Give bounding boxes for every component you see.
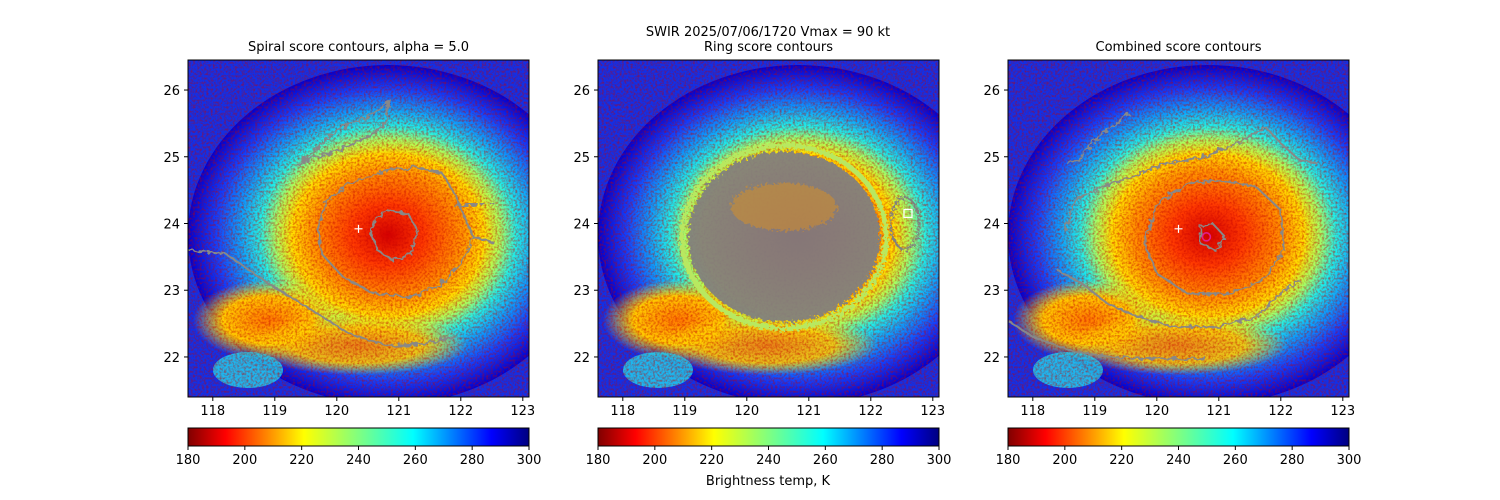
ring-contour-edge [679, 142, 889, 331]
colorbar-tick-label: 240 [346, 453, 371, 468]
center-square-marker [903, 208, 913, 219]
ring-inner-texture [731, 183, 837, 231]
x-tick-label: 123 [920, 404, 945, 419]
y-tick-label: 22 [163, 351, 180, 366]
panel-title: Ring score contours [704, 40, 833, 55]
y-tick-label: 23 [163, 284, 180, 299]
score-contour [1143, 179, 1285, 295]
colorbar-tick-label: 180 [586, 453, 611, 468]
colorbar-tick-label: 280 [870, 453, 895, 468]
x-tick-label: 122 [1268, 404, 1293, 419]
colorbar-tick-label: 240 [756, 453, 781, 468]
brightness-image [188, 60, 529, 397]
x-tick-label: 118 [1020, 404, 1045, 419]
x-tick-label: 120 [1144, 404, 1169, 419]
colorbar [187, 427, 530, 447]
axes-frame [1007, 59, 1350, 398]
score-contour [454, 202, 495, 208]
colorbar-tick-label: 200 [1052, 453, 1077, 468]
x-tick-label: 120 [324, 404, 349, 419]
combined-center-marker [1201, 232, 1212, 242]
score-contour [295, 99, 392, 168]
y-tick-label: 24 [983, 217, 1000, 232]
colorbar-tick-label: 180 [176, 453, 201, 468]
panel-2: Ring score contours 118 119 120 121 122 123 22 2… [573, 40, 952, 468]
y-tick-label: 22 [573, 351, 590, 366]
colorbar-tick-label: 200 [232, 453, 257, 468]
axes-frame [597, 59, 940, 398]
colorbar-tick-label: 240 [1166, 453, 1191, 468]
x-tick-label: 119 [672, 404, 697, 419]
colorbar-tick-label: 220 [289, 453, 314, 468]
colorbar-tick-label: 260 [1223, 453, 1248, 468]
brightness-image [598, 60, 939, 397]
ring-contour-blob [687, 151, 881, 323]
x-tick-label: 120 [734, 404, 759, 419]
colorbar-tick-label: 220 [699, 453, 724, 468]
ring-contour-east [889, 196, 920, 251]
colorbar [597, 427, 940, 447]
colorbar-label: Brightness temp, K [706, 474, 831, 489]
colorbar-tick-label: 260 [813, 453, 838, 468]
figure-suptitle: SWIR 2025/07/06/1720 Vmax = 90 kt [646, 25, 890, 40]
y-tick-label: 25 [573, 151, 590, 166]
center-plus-marker [354, 224, 363, 233]
colorbar-tick-label: 200 [642, 453, 667, 468]
score-contour [369, 209, 419, 262]
y-tick-label: 26 [163, 84, 180, 99]
x-tick-label: 123 [510, 404, 535, 419]
y-tick-label: 25 [163, 151, 180, 166]
y-tick-label: 23 [573, 284, 590, 299]
score-contour [1057, 269, 1300, 328]
colorbar-tick-label: 260 [403, 453, 428, 468]
x-tick-label: 118 [610, 404, 635, 419]
y-tick-label: 23 [983, 284, 1000, 299]
colorbar-tick-label: 180 [996, 453, 1021, 468]
score-contour [317, 165, 496, 298]
x-tick-label: 119 [262, 404, 287, 419]
y-tick-label: 24 [163, 217, 180, 232]
y-tick-label: 24 [573, 217, 590, 232]
panel-title: Combined score contours [1096, 40, 1262, 55]
panel-1: Spiral score contours, alpha = 5.0 118 119… [163, 40, 542, 468]
colorbar-tick-label: 280 [1280, 453, 1305, 468]
center-plus-marker [1174, 224, 1183, 233]
y-tick-label: 25 [983, 151, 1000, 166]
panels: Spiral score contours, alpha = 5.0 118 119… [163, 40, 1362, 468]
score-contour [188, 249, 455, 347]
x-tick-label: 121 [386, 404, 411, 419]
colorbar [1007, 427, 1350, 447]
score-contour [1199, 222, 1227, 252]
colorbar-tick-label: 280 [460, 453, 485, 468]
x-tick-label: 122 [858, 404, 883, 419]
x-tick-label: 123 [1330, 404, 1355, 419]
score-contour [1062, 125, 1319, 231]
panel-title: Spiral score contours, alpha = 5.0 [248, 40, 469, 55]
y-tick-label: 22 [983, 351, 1000, 366]
colorbar-tick-label: 300 [517, 453, 542, 468]
y-tick-label: 26 [983, 84, 1000, 99]
colorbar-tick-label: 300 [1337, 453, 1362, 468]
x-tick-label: 121 [796, 404, 821, 419]
score-contour [1066, 112, 1130, 165]
score-contour [1008, 319, 1207, 361]
x-tick-label: 119 [1082, 404, 1107, 419]
x-tick-label: 118 [200, 404, 225, 419]
colorbar-tick-label: 220 [1109, 453, 1134, 468]
colorbar-tick-label: 300 [927, 453, 952, 468]
x-tick-label: 122 [448, 404, 473, 419]
axes-frame [187, 59, 530, 398]
panel-3: Combined score contours 118 119 120 121 122 12… [983, 40, 1362, 468]
x-tick-label: 121 [1206, 404, 1231, 419]
y-tick-label: 26 [573, 84, 590, 99]
